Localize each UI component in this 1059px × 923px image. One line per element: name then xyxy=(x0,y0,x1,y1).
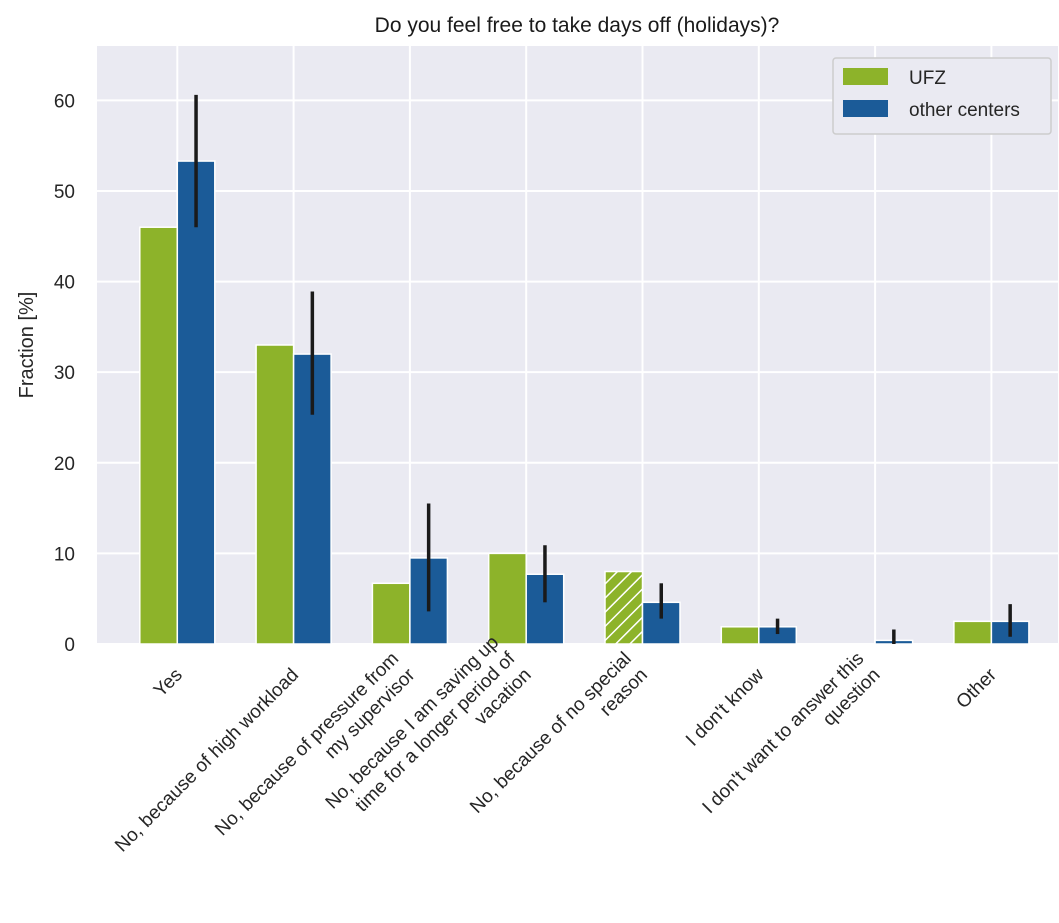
error-bars-group xyxy=(194,94,1012,644)
legend-swatch xyxy=(843,100,888,117)
bar-ufz xyxy=(953,620,993,645)
x-tick-label: I don't know xyxy=(682,664,768,750)
y-axis-label: Fraction [%] xyxy=(16,292,38,399)
legend-label: other centers xyxy=(909,100,1020,121)
x-tick-label-line: Yes xyxy=(150,665,187,702)
bar-other-centers xyxy=(176,160,216,645)
x-tick-label-line: I don't know xyxy=(682,664,768,750)
bars-group xyxy=(139,160,1030,645)
y-tick-label: 60 xyxy=(54,91,75,112)
y-tick-label: 30 xyxy=(54,363,75,384)
y-tick-label: 50 xyxy=(54,182,75,203)
y-tick-label: 20 xyxy=(54,454,75,475)
bar-ufz xyxy=(255,344,295,645)
y-tick-label: 10 xyxy=(54,544,75,565)
x-tick-label: I don't want to answer thisquestion xyxy=(699,648,885,834)
x-tick-label-line: I don't want to answer this xyxy=(699,648,869,818)
y-axis-ticks: 0 10 20 30 40 50 60 xyxy=(54,91,75,656)
x-tick-label: Yes xyxy=(150,665,187,702)
bar-ufz xyxy=(604,570,644,645)
y-tick-label: 40 xyxy=(54,273,75,294)
y-tick-label: 0 xyxy=(64,635,75,656)
x-tick-label-line: Other xyxy=(952,664,1001,713)
bar-ufz xyxy=(139,226,179,645)
bar-ufz xyxy=(720,626,760,645)
bar-ufz xyxy=(487,552,527,645)
legend-label: UFZ xyxy=(909,68,946,89)
legend: UFZ other centers xyxy=(832,57,1052,135)
bar-ufz xyxy=(371,582,411,645)
x-tick-label: Other xyxy=(952,664,1001,713)
legend-swatch xyxy=(843,68,888,85)
x-tick-label-line: No, because of pressure from xyxy=(211,648,403,840)
chart-title: Do you feel free to take days off (holid… xyxy=(375,14,780,37)
x-tick-label-line: No, because of high workload xyxy=(111,665,303,857)
x-tick-label: No, because of high workload xyxy=(111,665,303,857)
